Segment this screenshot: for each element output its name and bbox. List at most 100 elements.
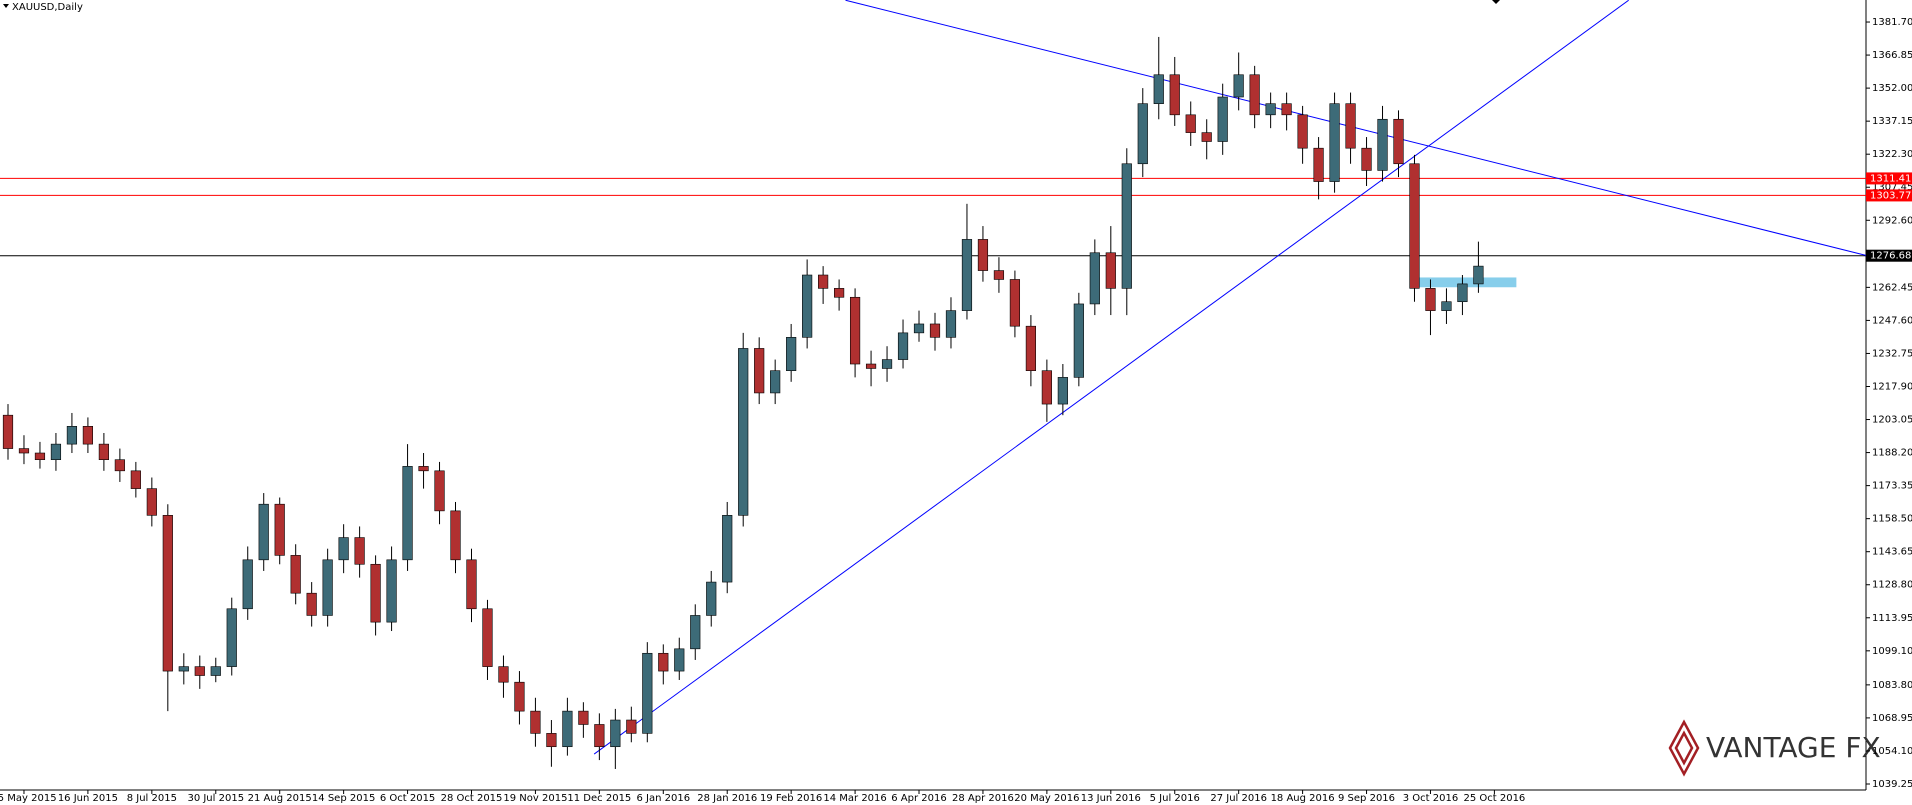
y-tick-label: 1188.20 [1872, 448, 1912, 459]
candle-body [658, 652, 669, 672]
x-tick-label: 14 Sep 2015 [312, 793, 375, 804]
x-tick-label: 28 Oct 2015 [441, 793, 503, 804]
candle-body [514, 681, 525, 712]
trendline [845, 0, 1866, 256]
candle-body [834, 288, 845, 298]
candle-body [818, 274, 829, 289]
x-tick-label: 25 Oct 2016 [1463, 793, 1525, 804]
candle-body [1441, 301, 1452, 311]
candle-body [1425, 288, 1436, 311]
candle-body [82, 426, 94, 445]
candle-body [450, 510, 461, 561]
candle-body [1281, 103, 1292, 116]
x-tick-label: 13 Jun 2016 [1081, 793, 1141, 804]
candle-body [1169, 74, 1180, 116]
y-tick-label: 1292.60 [1872, 215, 1912, 226]
candle-body [690, 615, 701, 650]
candle-body [1057, 377, 1068, 405]
brand-text: VANTAGE FX [1706, 731, 1881, 764]
candle-body [306, 592, 317, 616]
candle-body [945, 310, 957, 338]
y-tick-label: 1039.25 [1872, 779, 1912, 790]
candle-body [1233, 74, 1244, 98]
x-tick-label: 11 Dec 2015 [567, 793, 631, 804]
y-tick-label: 1381.70 [1872, 17, 1912, 28]
candle-body [594, 724, 605, 748]
candle-body [466, 559, 477, 610]
x-tick-label: 5 Jul 2016 [1150, 793, 1200, 804]
candle-body [418, 466, 429, 472]
candle-body [786, 337, 797, 371]
candle-body [1473, 265, 1484, 285]
candle-body [290, 555, 301, 594]
x-tick-label: 30 Jul 2015 [187, 793, 244, 804]
title-arrow [3, 4, 9, 8]
candle-body [1121, 163, 1132, 289]
candle-body [402, 466, 413, 561]
candle-body [1073, 303, 1084, 378]
x-tick-label: 21 Aug 2015 [248, 793, 312, 804]
candle-body [706, 581, 717, 616]
trendline [593, 0, 1629, 755]
candle-body [162, 515, 173, 672]
y-tick-label: 1366.85 [1872, 50, 1912, 61]
candle-body [1265, 103, 1276, 116]
candle-body [754, 348, 765, 394]
y-tick-label: 1054.10 [1872, 746, 1912, 757]
candle-body [977, 239, 989, 271]
y-tick-label: 1128.80 [1872, 580, 1912, 591]
brand-logo [1668, 719, 1700, 777]
candle-body [1153, 74, 1164, 104]
candle-body [1041, 370, 1052, 405]
candle-body [1361, 147, 1372, 171]
candle-body [1457, 283, 1468, 303]
candle-body [1025, 325, 1036, 371]
candle-body [1217, 96, 1228, 142]
candle-body [929, 323, 941, 338]
y-tick-label: 1232.75 [1872, 348, 1912, 359]
candle-body [913, 323, 925, 334]
y-tick-label: 1173.35 [1872, 481, 1912, 492]
candle-body [242, 559, 253, 610]
candle-body [530, 710, 541, 734]
candle-body [865, 363, 877, 369]
x-tick-label: 18 Aug 2016 [1271, 793, 1335, 804]
candle-body [626, 719, 637, 734]
candle-body [434, 470, 445, 512]
candle-body [50, 443, 62, 460]
x-tick-label: 19 Nov 2015 [503, 793, 567, 804]
candle-body [1009, 279, 1021, 327]
marker [1492, 0, 1500, 4]
plot-area [0, 0, 1866, 769]
candle-body [98, 443, 109, 460]
y-tick-label: 1099.10 [1872, 646, 1912, 657]
candle-body [130, 470, 141, 489]
x-tick-label: 19 Feb 2016 [760, 793, 822, 804]
y-tick-label: 1307.45 [1872, 182, 1912, 193]
candle-body [386, 559, 397, 623]
price-label: 1303.77 [1870, 190, 1911, 201]
x-tick-label: 28 Apr 2016 [952, 793, 1014, 804]
candle-body [1329, 103, 1340, 182]
candle-body [770, 370, 781, 394]
price-label-bg [1866, 189, 1912, 202]
x-tick-label: 27 Jul 2016 [1210, 793, 1267, 804]
y-tick-label: 1352.00 [1872, 83, 1912, 94]
y-tick-label: 1068.95 [1872, 713, 1912, 724]
candle-body [1377, 118, 1388, 171]
candle-body [114, 459, 125, 472]
candle-body [993, 270, 1005, 280]
y-tick-label: 1247.60 [1872, 315, 1912, 326]
candle-body [961, 239, 973, 311]
x-tick-label: 28 Jan 2016 [697, 793, 757, 804]
candle-body [258, 503, 269, 561]
y-tick-label: 1143.65 [1872, 547, 1912, 558]
candle-body [370, 563, 381, 623]
candle-body [322, 559, 333, 616]
x-tick-label: 6 Apr 2016 [891, 793, 946, 804]
candle-body [1297, 114, 1308, 149]
x-tick-label: 3 Oct 2016 [1403, 793, 1458, 804]
candle-body [881, 359, 893, 369]
candle-body [1185, 114, 1196, 133]
